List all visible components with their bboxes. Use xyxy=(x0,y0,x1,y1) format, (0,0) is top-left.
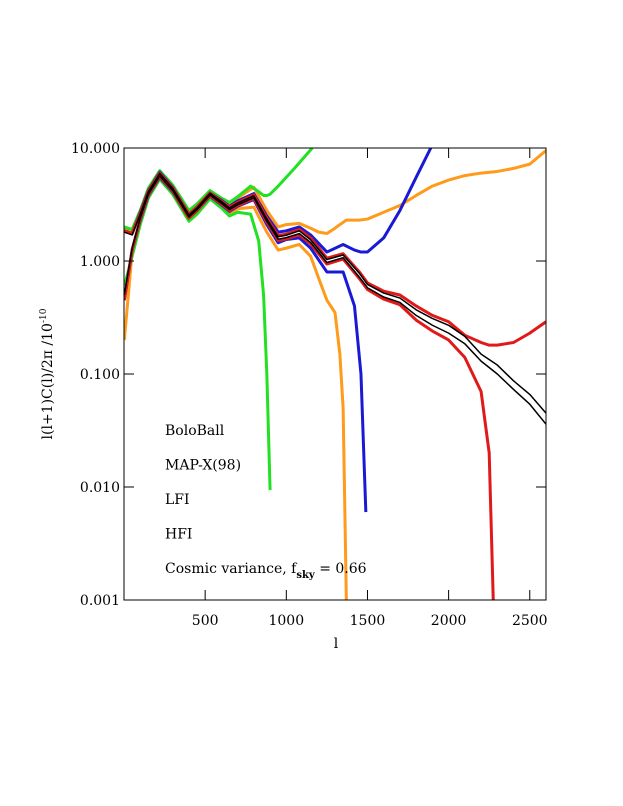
x-axis-label: l xyxy=(334,636,339,652)
plot-area xyxy=(124,148,546,600)
legend-label: Cosmic variance, fsky = 0.66 xyxy=(165,561,367,581)
y-tick-label: 1.000 xyxy=(80,254,120,270)
x-tick-label: 1500 xyxy=(350,613,386,629)
x-tick-label: 2500 xyxy=(512,613,548,629)
legend-label: HFI xyxy=(165,527,192,543)
y-tick-label: 0.010 xyxy=(80,480,120,496)
legend-label-part: = 0.66 xyxy=(315,561,367,577)
y-axis-label-main: l(l+1)C(l)/2π /10 xyxy=(40,323,56,439)
series-line-lower xyxy=(124,175,368,513)
legend-label: BoloBall xyxy=(165,423,225,439)
x-tick-label: 500 xyxy=(192,613,219,629)
series-line-upper xyxy=(124,172,546,414)
legend-label-part: sky xyxy=(296,570,316,581)
legend-label: LFI xyxy=(165,492,190,508)
y-tick-label: 0.001 xyxy=(80,593,120,609)
series-line-lower xyxy=(124,177,272,491)
y-axis-label-exp: -10 xyxy=(39,308,49,323)
x-tick-label: 1000 xyxy=(268,613,304,629)
x-tick-label: 2000 xyxy=(431,613,467,629)
legend-label-part: Cosmic variance, f xyxy=(165,561,298,577)
legend-label: MAP-X(98) xyxy=(165,458,241,474)
series-line-lower xyxy=(124,175,546,425)
y-axis-label: l(l+1)C(l)/2π /10-10 xyxy=(39,308,56,439)
y-tick-label: 0.100 xyxy=(80,367,120,383)
y-tick-label: 10.000 xyxy=(71,141,120,157)
